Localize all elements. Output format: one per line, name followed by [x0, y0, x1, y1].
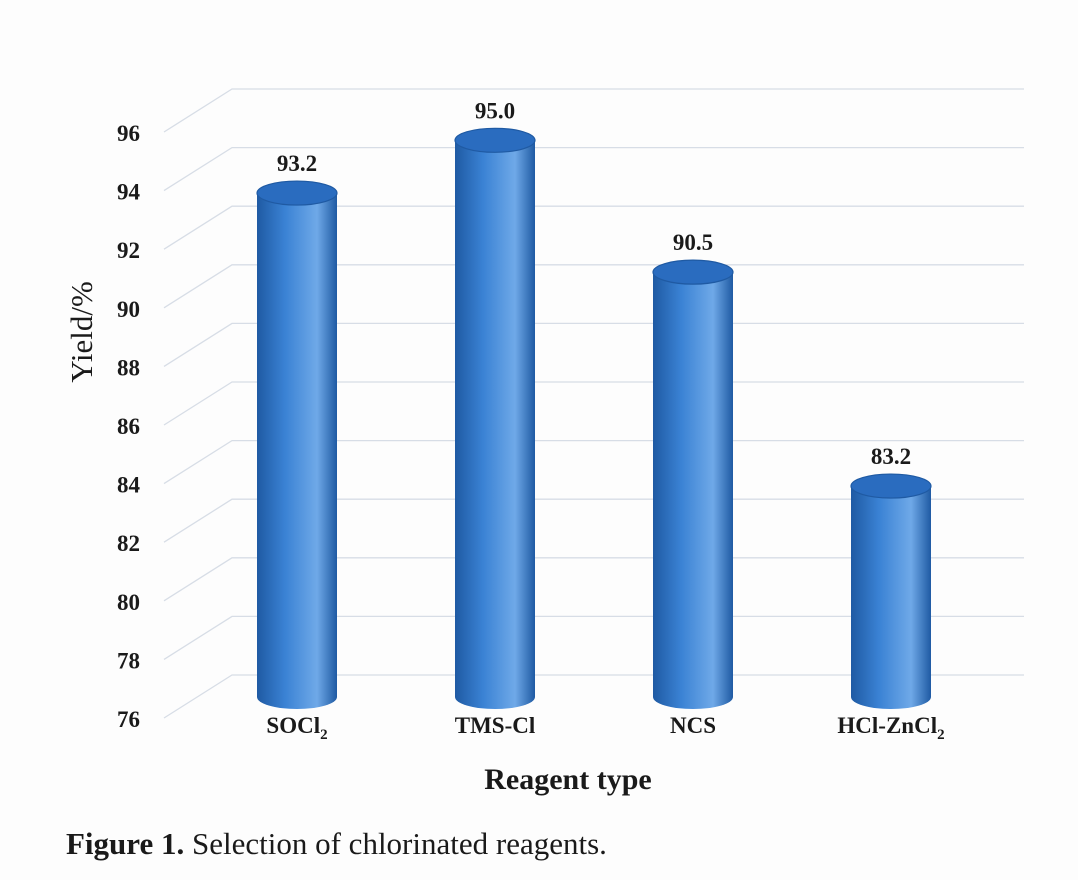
bar-top-cap [454, 127, 536, 153]
y-tick-label: 90 [117, 297, 140, 322]
gridline [163, 674, 1024, 719]
y-tick-label: 86 [117, 414, 140, 439]
y-tick-label: 80 [117, 590, 140, 615]
x-tick-label: TMS-Cl [455, 713, 536, 738]
data-labels: 93.2 95.0 90.5 83.2 [277, 98, 911, 469]
data-label: 83.2 [871, 444, 911, 469]
gridline [163, 205, 1024, 250]
data-label: 95.0 [475, 98, 515, 123]
bar [455, 140, 535, 710]
x-tick-label: NCS [670, 713, 716, 738]
gridline [163, 146, 1024, 192]
y-tick-label: 84 [117, 473, 141, 498]
bars [256, 127, 932, 710]
gridline [163, 381, 1024, 426]
bar [653, 272, 733, 709]
gridline [163, 88, 1024, 133]
gridline [163, 498, 1024, 543]
y-tick-label: 76 [117, 707, 140, 732]
x-tick-label: HCl-ZnCl2 [837, 713, 944, 743]
x-tick-labels: SOCl2 TMS-Cl NCS HCl-ZnCl2 [266, 713, 944, 743]
y-tick-label: 88 [117, 355, 140, 380]
bar-top-cap [256, 180, 338, 206]
bar-top-cap [850, 473, 932, 499]
y-tick-label: 92 [117, 238, 140, 263]
gridline [163, 439, 1024, 485]
caption-label: Figure 1. [66, 826, 185, 861]
bar [851, 486, 931, 709]
gridline [163, 615, 1024, 660]
x-tick-label: SOCl2 [266, 713, 327, 743]
gridlines [163, 88, 1024, 719]
gridline [163, 557, 1024, 602]
y-tick-labels: 76 78 80 82 84 86 88 90 92 94 96 [117, 121, 141, 732]
caption-text: Selection of chlorinated reagents. [192, 826, 607, 861]
y-tick-label: 96 [117, 121, 140, 146]
bar [257, 193, 337, 710]
y-tick-label: 78 [117, 648, 140, 673]
y-axis-label: Yield/% [64, 281, 99, 383]
data-label: 93.2 [277, 151, 317, 176]
gridline [163, 322, 1024, 367]
gridline [163, 264, 1024, 309]
y-tick-label: 94 [117, 180, 141, 205]
x-axis-label: Reagent type [484, 763, 651, 796]
y-tick-label: 82 [117, 531, 140, 556]
bar-top-cap [652, 259, 734, 285]
figure-caption: Figure 1. Selection of chlorinated reage… [66, 826, 607, 862]
data-label: 90.5 [673, 230, 713, 255]
